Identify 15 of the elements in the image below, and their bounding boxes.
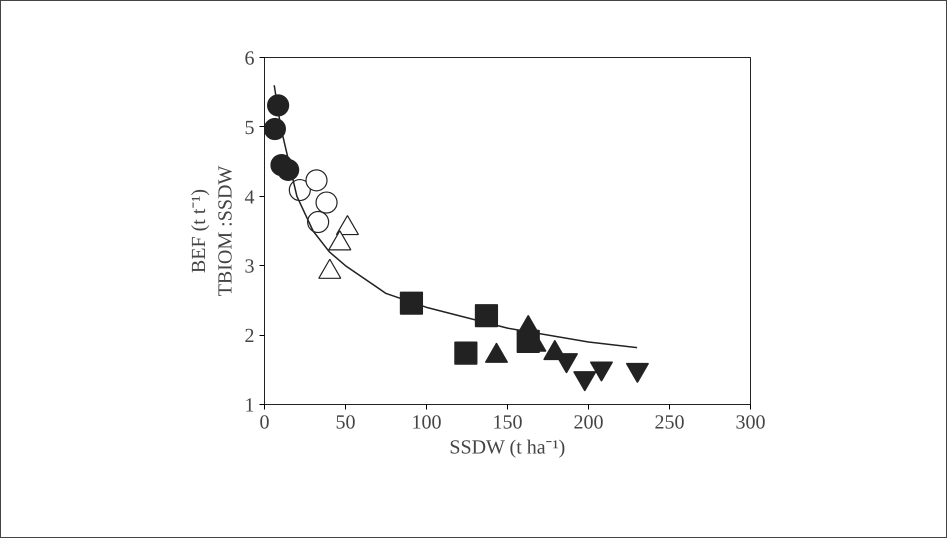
y-tick-label: 4	[244, 186, 254, 208]
x-axis-title: SSDW (t ha⁻¹)	[449, 436, 566, 458]
y-axis-title: BEF (t t⁻¹) TBIOM :SSDW	[188, 166, 236, 296]
x-tick-label: 300	[736, 412, 766, 434]
x-tick-label: 0	[260, 412, 270, 434]
x-tick-label: 150	[492, 412, 522, 434]
y-tick-label: 1	[244, 394, 254, 416]
y-tick-label: 3	[244, 256, 254, 278]
x-tick-label: 200	[574, 412, 604, 434]
y-tick-label: 2	[244, 325, 254, 348]
y-tick-label: 6	[244, 48, 254, 70]
x-tick-label: 100	[412, 412, 442, 434]
y-tick-label: 5	[244, 116, 254, 139]
x-tick-label: 250	[654, 412, 684, 434]
x-tick-label: 50	[336, 412, 356, 434]
